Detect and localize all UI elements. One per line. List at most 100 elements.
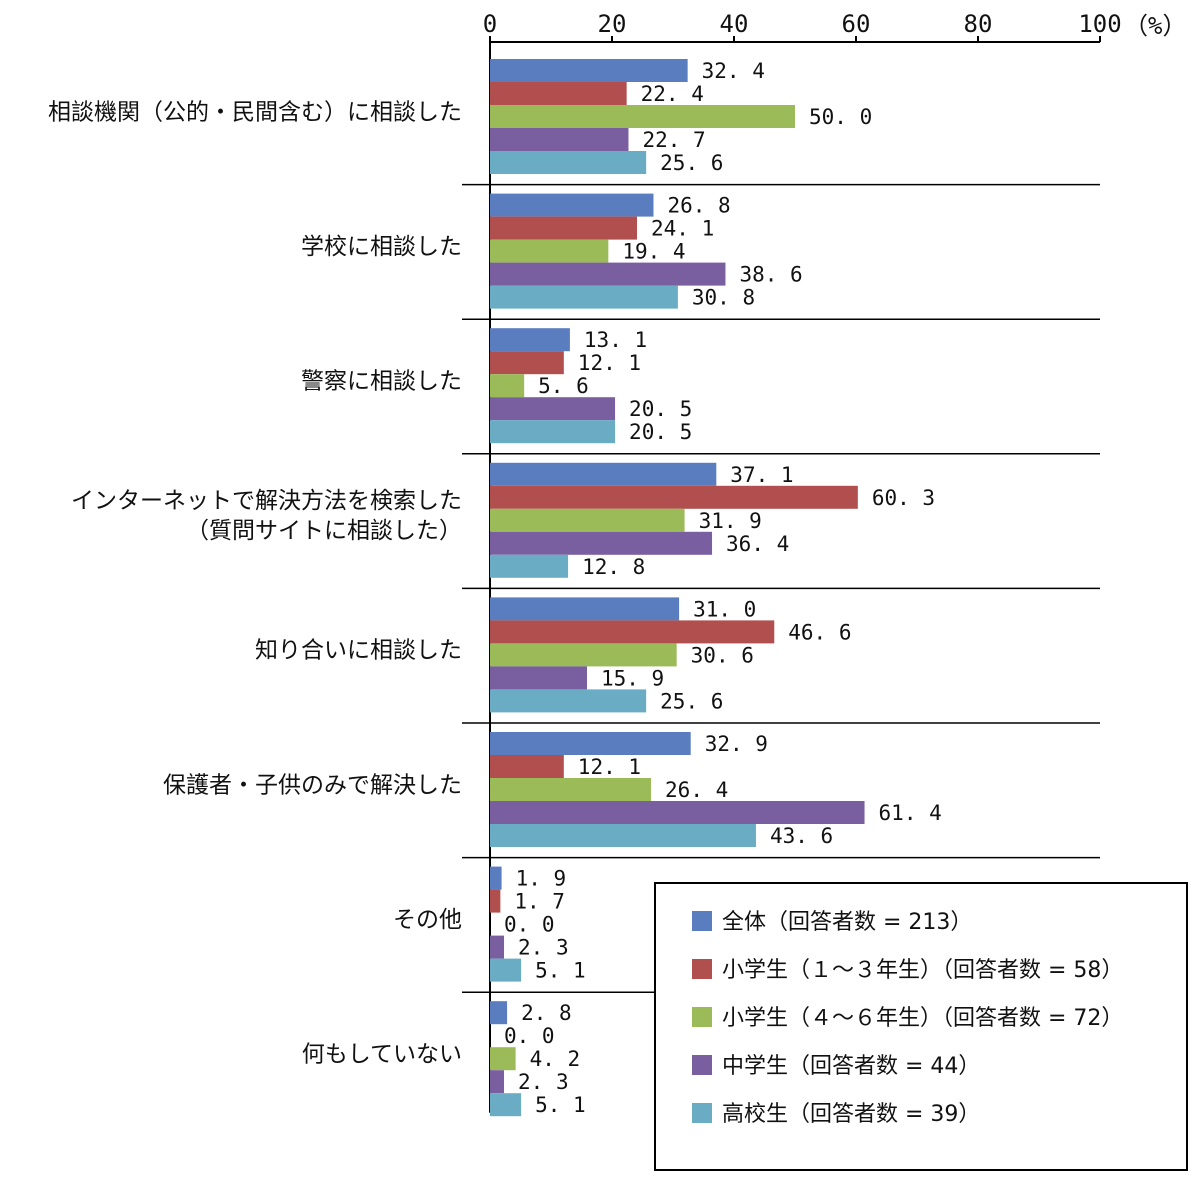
legend-swatch bbox=[692, 1103, 712, 1123]
legend-item-label: 小学生（４～６年生）（回答者数 = 72） bbox=[722, 1006, 1123, 1031]
bar-value-label: 15. 9 bbox=[601, 666, 664, 690]
bar bbox=[490, 216, 638, 240]
x-unit-label: （%） bbox=[1124, 12, 1186, 40]
category-label: 警察に相談した bbox=[301, 369, 462, 395]
bar bbox=[490, 328, 570, 352]
category-label: インターネットで解決方法を検索した bbox=[71, 488, 462, 514]
bar bbox=[490, 554, 569, 578]
bar-value-label: 0. 0 bbox=[504, 1024, 555, 1048]
bar-value-label: 2. 8 bbox=[521, 1001, 572, 1025]
bar bbox=[490, 597, 680, 621]
bar-value-label: 37. 1 bbox=[730, 463, 793, 487]
x-tick-label: 60 bbox=[842, 10, 871, 38]
bar bbox=[490, 462, 717, 486]
bar-value-label: 12. 8 bbox=[582, 555, 645, 579]
bar-value-label: 22. 7 bbox=[642, 128, 705, 152]
category-label: 何もしていない bbox=[302, 1042, 462, 1068]
bar bbox=[490, 801, 865, 824]
bar bbox=[490, 1047, 516, 1071]
bar-value-label: 32. 4 bbox=[702, 59, 765, 83]
bar bbox=[490, 958, 522, 982]
bar-value-label: 43. 6 bbox=[770, 824, 833, 848]
bar-value-label: 24. 1 bbox=[651, 217, 714, 241]
bar-value-label: 1. 9 bbox=[516, 867, 567, 891]
bar bbox=[490, 82, 627, 105]
legend-swatch bbox=[692, 1007, 712, 1027]
bar-value-label: 25. 6 bbox=[660, 689, 723, 713]
bar bbox=[490, 666, 587, 690]
bar bbox=[490, 889, 501, 913]
bar-value-label: 12. 1 bbox=[578, 755, 641, 779]
legend-item-label: 小学生（１～３年生）（回答者数 = 58） bbox=[722, 958, 1123, 983]
bar bbox=[490, 620, 775, 644]
category-label: その他 bbox=[393, 907, 462, 933]
bar bbox=[490, 1093, 522, 1117]
x-tick-label: 40 bbox=[720, 10, 749, 38]
category-label: （質問サイトに相談した） bbox=[186, 518, 462, 544]
bar bbox=[490, 755, 564, 778]
bar bbox=[490, 1070, 505, 1094]
bar-value-label: 22. 4 bbox=[641, 82, 704, 106]
bar-value-label: 12. 1 bbox=[578, 351, 641, 375]
legend-item-label: 全体（回答者数 = 213） bbox=[722, 910, 972, 935]
bar-value-label: 2. 3 bbox=[518, 936, 569, 960]
x-tick-label: 80 bbox=[964, 10, 993, 38]
bar bbox=[490, 397, 616, 421]
legend-swatch bbox=[692, 1055, 712, 1075]
x-tick-label: 0 bbox=[483, 10, 497, 38]
bar bbox=[490, 374, 525, 398]
bar bbox=[490, 420, 616, 444]
bar-value-label: 61. 4 bbox=[879, 801, 942, 825]
category-label: 相談機関（公的・民間含む）に相談した bbox=[48, 99, 462, 125]
bar-value-label: 5. 6 bbox=[538, 374, 589, 398]
bar bbox=[490, 824, 756, 847]
bar-value-label: 2. 3 bbox=[518, 1070, 569, 1094]
bar-value-label: 31. 9 bbox=[699, 509, 762, 533]
bar bbox=[490, 643, 677, 667]
x-tick-label: 100 bbox=[1078, 10, 1121, 38]
legend: 全体（回答者数 = 213） 小学生（１～３年生）（回答者数 = 58） 小学生（４… bbox=[654, 882, 1188, 1171]
bar bbox=[490, 935, 505, 959]
bar bbox=[490, 351, 564, 375]
bar-value-label: 19. 4 bbox=[622, 240, 685, 264]
bar-value-label: 50. 0 bbox=[809, 105, 872, 129]
bar bbox=[490, 778, 652, 801]
category-label: 知り合いに相談した bbox=[255, 638, 462, 664]
bar-value-label: 31. 0 bbox=[693, 597, 756, 621]
bar bbox=[490, 193, 654, 217]
category-label: 保護者・子供のみで解決した bbox=[163, 772, 462, 798]
x-tick-label: 20 bbox=[598, 10, 627, 38]
bar-value-label: 30. 8 bbox=[692, 286, 755, 310]
bar bbox=[490, 508, 685, 532]
bar-value-label: 46. 6 bbox=[788, 620, 851, 644]
bar bbox=[490, 732, 691, 755]
bar-value-label: 0. 0 bbox=[504, 913, 555, 937]
bars-layer bbox=[490, 59, 865, 1117]
bar bbox=[490, 1001, 508, 1025]
legend-swatch bbox=[692, 911, 712, 931]
bar-value-label: 13. 1 bbox=[584, 328, 647, 352]
bar-value-label: 25. 6 bbox=[660, 151, 723, 175]
legend-item-label: 中学生（回答者数 = 44） bbox=[722, 1054, 980, 1079]
bar-value-label: 38. 6 bbox=[739, 263, 802, 287]
bar-value-label: 20. 5 bbox=[629, 420, 692, 444]
bar bbox=[490, 866, 502, 890]
legend-item-label: 高校生（回答者数 = 39） bbox=[722, 1102, 980, 1127]
bar-value-label: 26. 4 bbox=[665, 778, 728, 802]
bar-value-label: 5. 1 bbox=[535, 959, 586, 983]
legend-box bbox=[654, 882, 1188, 1171]
axis-layer: 0 20 40 60 80 100 （%） bbox=[462, 10, 1186, 1113]
bar bbox=[490, 689, 647, 713]
bar-value-label: 30. 6 bbox=[691, 643, 754, 667]
bar-value-label: 20. 5 bbox=[629, 397, 692, 421]
bar-value-label: 4. 2 bbox=[530, 1047, 581, 1071]
bar bbox=[490, 485, 858, 509]
bar-value-label: 5. 1 bbox=[535, 1093, 586, 1117]
bar-value-label: 26. 8 bbox=[667, 194, 730, 218]
bar-value-label: 60. 3 bbox=[872, 486, 935, 510]
bar bbox=[490, 531, 713, 555]
bar bbox=[490, 239, 609, 263]
bar bbox=[490, 151, 647, 174]
bar-value-label: 32. 9 bbox=[705, 732, 768, 756]
